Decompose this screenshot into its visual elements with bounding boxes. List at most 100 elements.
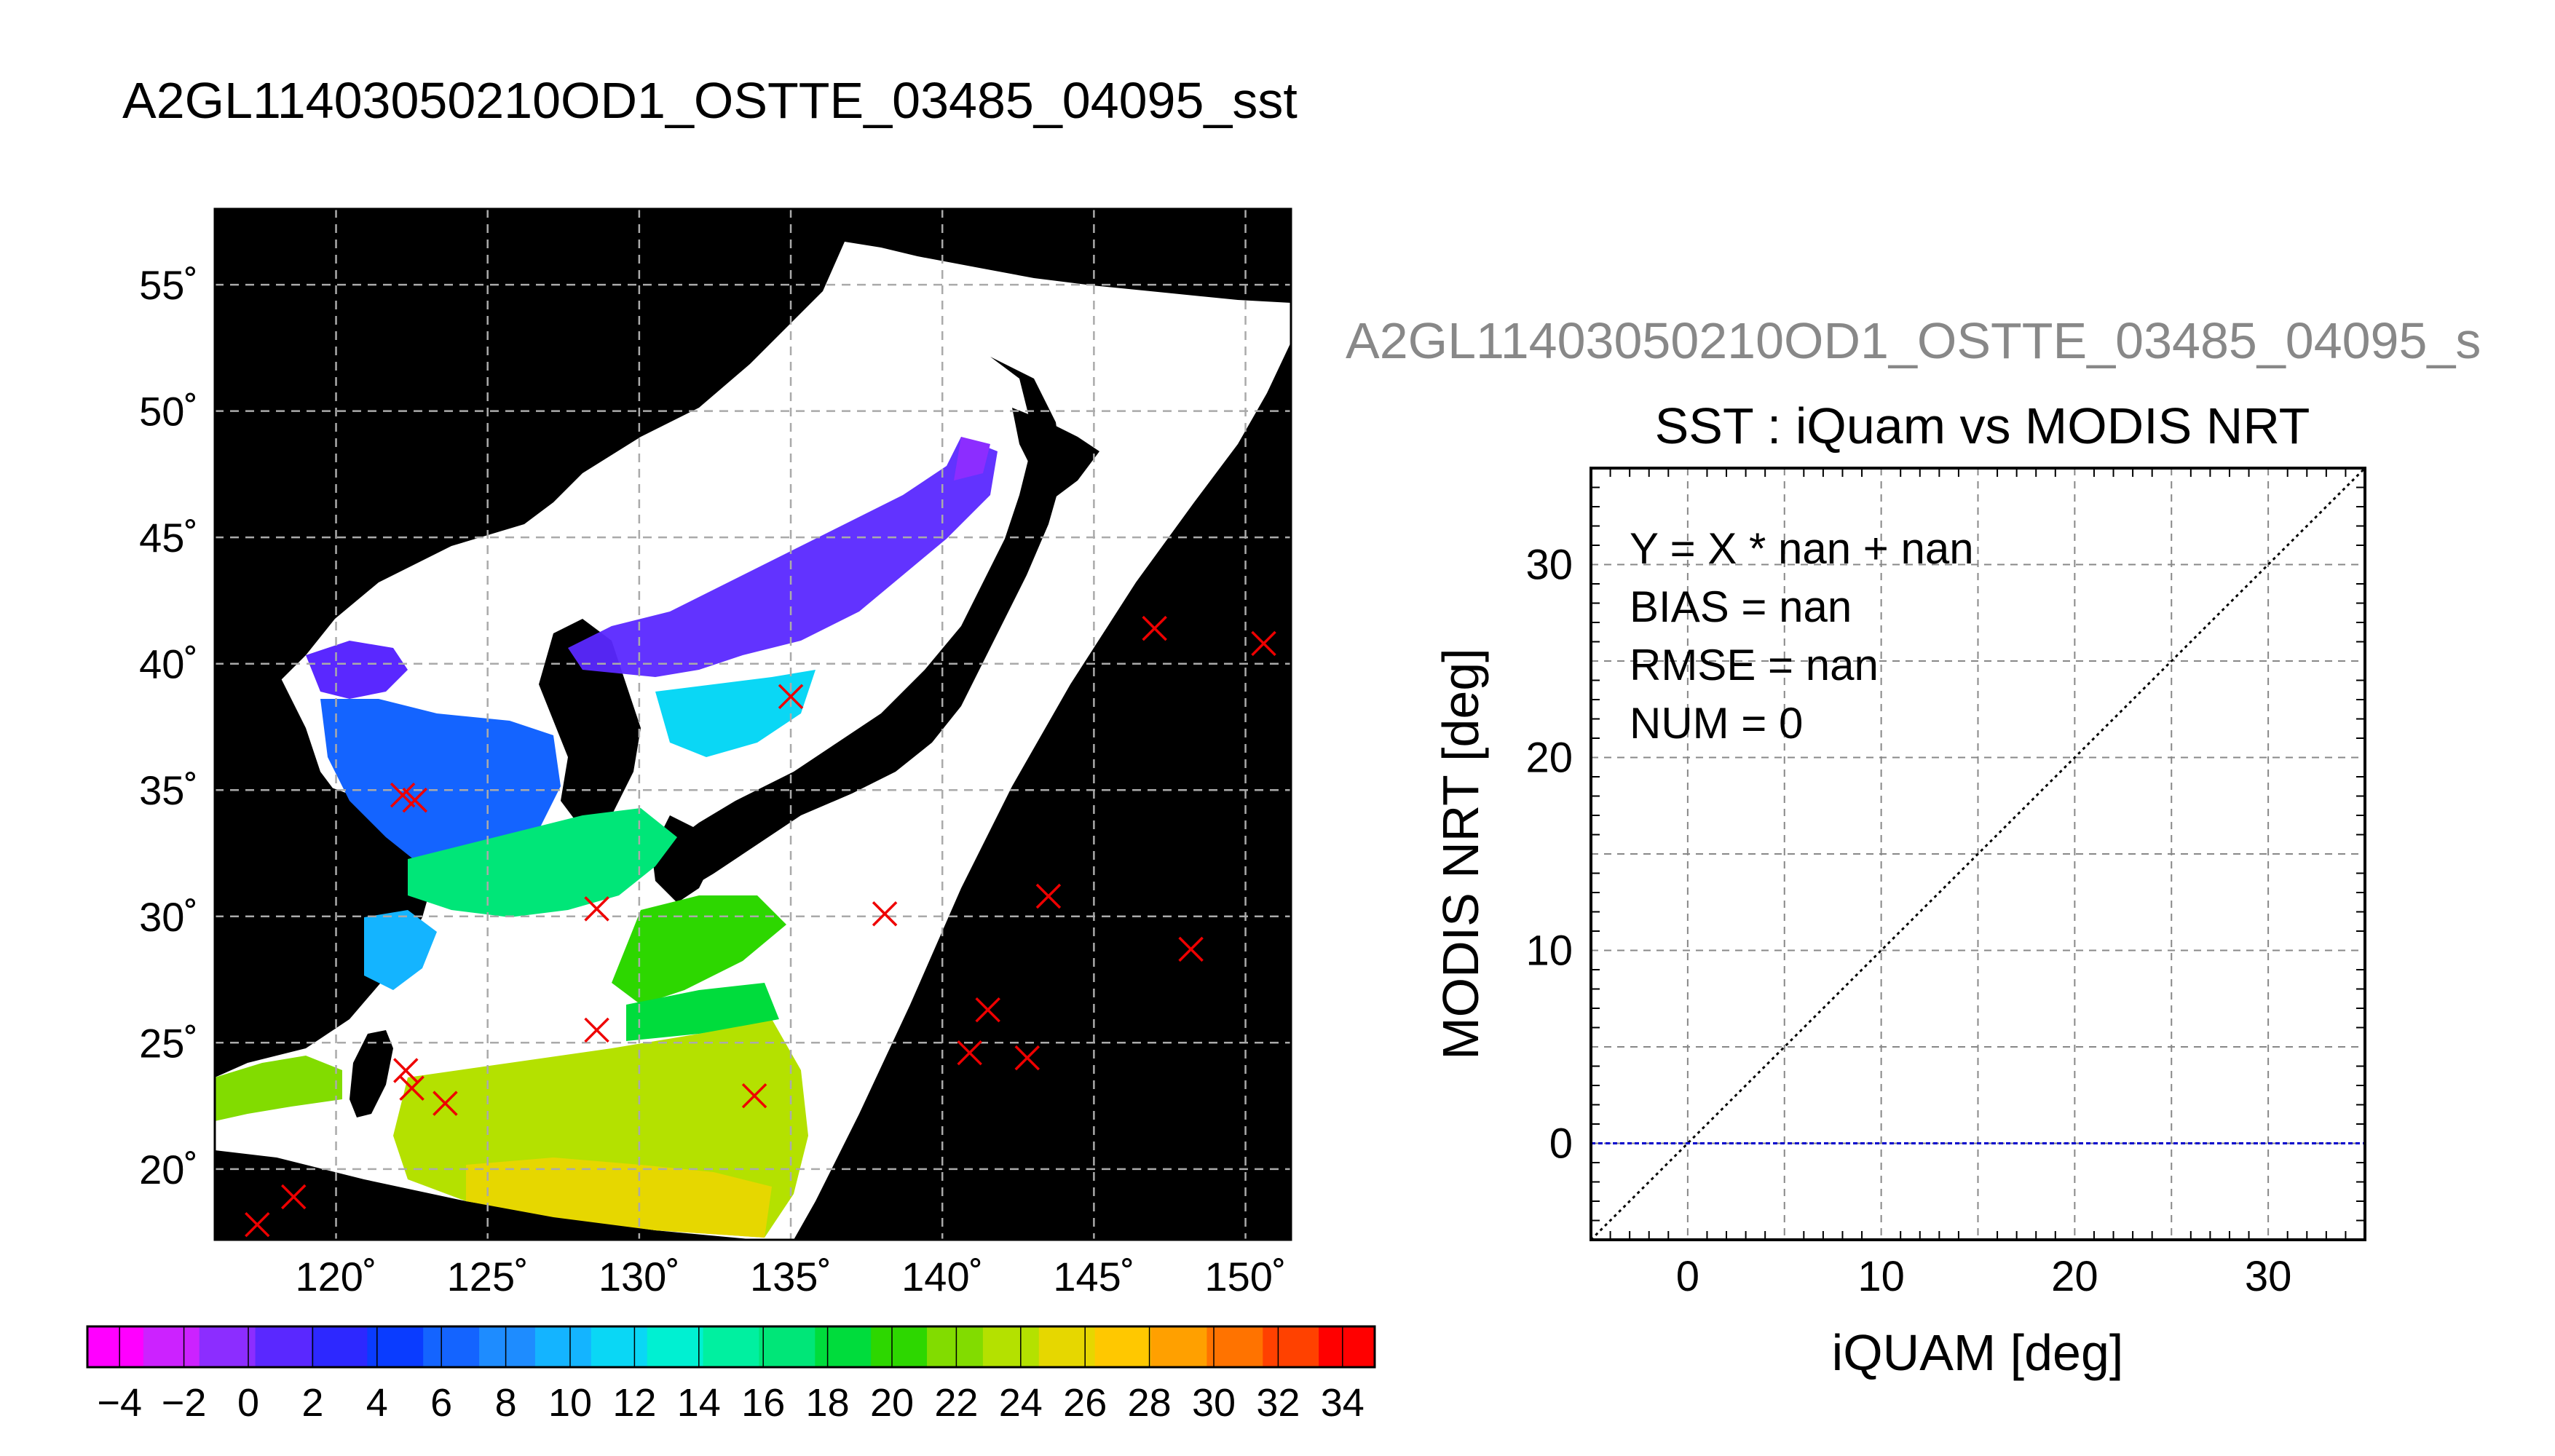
colorbar-cell — [703, 1326, 760, 1367]
longitude-tick-label: 145˚ — [1053, 1254, 1134, 1299]
latitude-tick-label: 40˚ — [139, 641, 198, 687]
colorbar-cell — [1207, 1326, 1263, 1367]
y-tick-label: 20 — [1525, 735, 1573, 782]
matchup-marker — [975, 997, 1000, 1023]
colorbar-tick-label: 2 — [301, 1381, 323, 1425]
sst-patch-sakhalin — [954, 437, 990, 480]
matchup-marker — [245, 1211, 270, 1238]
colorbar-cell — [1094, 1326, 1152, 1367]
matchup-marker — [741, 1083, 767, 1109]
colorbar-cell — [255, 1326, 312, 1367]
colorbar-tick-label: 14 — [677, 1381, 721, 1425]
scatter-stats: Y = X * nan + nan BIAS = nan RMSE = nan NUM… — [1630, 524, 1974, 748]
matchup-marker — [1178, 936, 1204, 962]
colorbar-tick-label: −2 — [162, 1381, 207, 1425]
colorbar-cell — [87, 1326, 144, 1367]
sst-patch-yellow-sea — [320, 699, 561, 874]
colorbar-cell — [927, 1326, 984, 1367]
map-graticule — [215, 209, 1291, 1240]
y-tick-label: 0 — [1549, 1120, 1573, 1168]
scatter-frame — [1590, 467, 2366, 1241]
matchup-marker — [393, 1058, 419, 1083]
latitude-tick-label: 45˚ — [139, 515, 198, 561]
colorbar-cell — [759, 1326, 816, 1367]
matchup-marker — [1251, 630, 1276, 657]
map-longitude-ticks: 120˚ 125˚ 130˚ 135˚ 140˚ 145˚ 150˚ — [295, 1254, 1286, 1299]
colorbar-cell — [143, 1326, 200, 1367]
colorbar-tick-label: 24 — [999, 1381, 1043, 1425]
matchup-marker — [584, 896, 609, 922]
y-tick-label: 10 — [1525, 927, 1573, 975]
latitude-tick-label: 20˚ — [139, 1147, 198, 1192]
scatter-plot-title: SST : iQuam vs MODIS NRT — [1654, 397, 2310, 454]
land-china — [215, 655, 393, 1070]
sst-patch-shelf — [364, 910, 437, 990]
land-hokkaido — [1012, 408, 1099, 502]
colorbar-tick-label: 30 — [1192, 1381, 1236, 1425]
scatter-y-axis-label: MODIS NRT [deg] — [1432, 648, 1489, 1059]
sst-patch-japan-sea-south — [655, 670, 816, 757]
matchup-marker — [957, 1040, 982, 1066]
latitude-tick-label: 50˚ — [139, 389, 198, 435]
scatter-x-axis-label: iQUAM [deg] — [1832, 1324, 2124, 1381]
latitude-tick-label: 25˚ — [139, 1020, 198, 1066]
y-tick-label: 30 — [1525, 542, 1573, 589]
scatter-minor-ticks — [1591, 468, 2365, 1240]
one-to-one-line — [1591, 468, 2365, 1240]
colorbar-tick-label: 22 — [934, 1381, 978, 1425]
sst-patch-okhotsk-japan-sea — [568, 437, 998, 677]
figure-title: A2GL11403050210OD1_OSTTE_03485_04095_sst — [122, 72, 1298, 129]
matchup-marker — [1142, 615, 1167, 641]
colorbar-cell — [815, 1326, 872, 1367]
x-tick-label: 10 — [1857, 1253, 1905, 1300]
colorbar-cell — [479, 1326, 536, 1367]
sst-map: 120˚ 125˚ 130˚ 135˚ 140˚ 145˚ 150˚ 55˚ 50˚ 45˚ 40… — [139, 207, 1292, 1299]
matchup-marker — [778, 684, 804, 710]
colorbar-cell — [534, 1326, 592, 1367]
matchup-marker — [433, 1091, 458, 1116]
matchup-markers — [245, 615, 1276, 1238]
matchup-marker — [872, 901, 898, 927]
land-taiwan — [350, 1030, 393, 1117]
longitude-tick-label: 125˚ — [447, 1254, 529, 1299]
x-tick-label: 30 — [2245, 1253, 2292, 1300]
colorbar-cell — [423, 1326, 480, 1367]
scatter-lines — [1591, 468, 2365, 1240]
colorbar-tick-label: 4 — [366, 1381, 388, 1425]
colorbar-cell — [1038, 1326, 1096, 1367]
matchup-marker — [399, 1075, 424, 1101]
matchup-marker — [584, 1017, 609, 1043]
longitude-tick-label: 140˚ — [901, 1254, 983, 1299]
sst-patch-south-taiwan — [215, 1056, 342, 1121]
sst-patch-ryukyu — [612, 895, 786, 1005]
colorbar-tick-label: −4 — [97, 1381, 142, 1425]
colorbar-cell — [199, 1326, 256, 1367]
colorbar-cell — [1150, 1326, 1207, 1367]
colorbar-tick-label: 12 — [612, 1381, 656, 1425]
colorbar-cell — [982, 1326, 1040, 1367]
colorbar-cell — [871, 1326, 928, 1367]
latitude-tick-label: 35˚ — [139, 767, 198, 813]
colorbar-tick-label: 8 — [495, 1381, 517, 1425]
colorbar-cell — [367, 1326, 424, 1367]
regression-stat-label: BIAS = nan — [1630, 582, 1852, 631]
colorbar-tick-label: 20 — [870, 1381, 914, 1425]
colorbar-frame — [86, 1325, 1376, 1369]
scatter-x-ticks: 0 10 20 30 — [1676, 1253, 2292, 1300]
longitude-tick-label: 120˚ — [295, 1254, 376, 1299]
colorbar: −4 −2 0 2 4 6 8 10 12 14 16 18 20 22 24 26 28 30 32 34 — [86, 1325, 1376, 1425]
regression-stat-label: RMSE = nan — [1630, 641, 1879, 689]
sst-patch-warm — [466, 1158, 772, 1238]
matchup-marker — [1035, 883, 1062, 909]
x-tick-label: 0 — [1676, 1253, 1699, 1300]
longitude-tick-label: 150˚ — [1205, 1254, 1287, 1299]
regression-stat-label: Y = X * nan + nan — [1630, 524, 1974, 573]
matchup-marker — [281, 1184, 307, 1210]
scatter-plot: 0 10 20 30 0 10 20 30 Y = X * nan + nan BIAS = … — [1432, 467, 2366, 1381]
colorbar-cell — [647, 1326, 704, 1367]
x-tick-label: 20 — [2051, 1253, 2098, 1300]
longitude-tick-label: 130˚ — [599, 1254, 680, 1299]
regression-stat-label: NUM = 0 — [1630, 699, 1803, 748]
colorbar-tick-label: 34 — [1321, 1381, 1365, 1425]
